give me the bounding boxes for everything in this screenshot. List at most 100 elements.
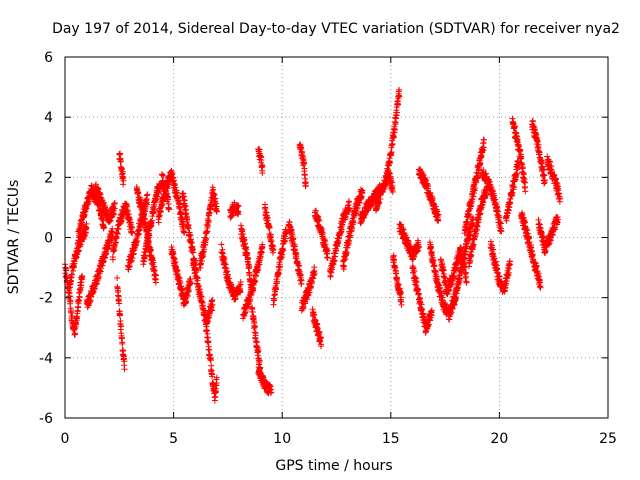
- data-point: [118, 165, 125, 172]
- data-points: [62, 86, 564, 404]
- data-point: [84, 201, 91, 208]
- sdtvar-track: [114, 275, 128, 373]
- data-point: [176, 278, 183, 285]
- data-point: [116, 300, 123, 307]
- data-point: [75, 247, 82, 254]
- chart-title: Day 197 of 2014, Sidereal Day-to-day VTE…: [52, 21, 620, 37]
- data-point: [124, 207, 131, 214]
- data-point: [172, 184, 179, 191]
- data-point: [130, 247, 137, 254]
- data-point: [160, 172, 167, 179]
- data-point: [107, 217, 114, 224]
- data-point: [144, 239, 151, 246]
- data-point: [103, 250, 110, 257]
- data-point: [184, 216, 191, 223]
- y-tick-label: -2: [39, 291, 53, 307]
- data-point: [118, 322, 125, 329]
- data-point: [67, 298, 74, 305]
- data-point: [154, 193, 161, 200]
- data-point: [68, 271, 75, 278]
- data-point: [106, 218, 113, 225]
- data-point: [111, 200, 118, 207]
- data-point: [129, 255, 136, 262]
- data-point: [148, 217, 155, 224]
- sdtvar-track: [92, 181, 118, 226]
- x-axis-label: GPS time / hours: [275, 458, 392, 474]
- sdtvar-track: [109, 200, 136, 263]
- data-point: [75, 237, 82, 244]
- data-point: [75, 297, 82, 304]
- data-point: [113, 239, 120, 246]
- data-point: [165, 181, 172, 188]
- data-point: [118, 218, 125, 225]
- data-point: [97, 265, 104, 272]
- data-point: [119, 168, 126, 175]
- x-tick-label: 5: [169, 431, 178, 447]
- data-point: [76, 294, 83, 301]
- data-point: [114, 231, 121, 238]
- data-point: [81, 211, 88, 218]
- data-point: [110, 248, 117, 255]
- data-point: [73, 321, 80, 328]
- data-point: [151, 206, 158, 213]
- data-point: [185, 287, 192, 294]
- data-point: [145, 238, 152, 245]
- y-tick-label: -4: [39, 351, 53, 367]
- data-point: [114, 275, 121, 282]
- data-point: [109, 233, 116, 240]
- data-point: [129, 229, 136, 236]
- data-point: [187, 279, 194, 286]
- data-point: [183, 299, 190, 306]
- data-point: [153, 272, 160, 279]
- x-tick-label: 10: [273, 431, 291, 447]
- data-point: [185, 225, 192, 232]
- data-point: [120, 177, 127, 184]
- data-point: [108, 236, 115, 243]
- data-point: [121, 366, 128, 373]
- data-point: [144, 191, 151, 198]
- x-tick-label: 25: [599, 431, 617, 447]
- data-point: [126, 214, 133, 221]
- x-tick-label: 0: [61, 431, 70, 447]
- data-point: [95, 273, 102, 280]
- data-point: [102, 254, 109, 261]
- data-point: [72, 331, 79, 338]
- data-point: [79, 220, 86, 227]
- y-axis-label: SDTVAR / TECUs: [6, 180, 22, 295]
- data-point: [86, 196, 93, 203]
- data-point: [119, 339, 126, 346]
- data-point: [171, 181, 178, 188]
- data-point: [101, 199, 108, 206]
- sdtvar-track: [168, 244, 194, 309]
- y-tick-label: 2: [44, 170, 53, 186]
- data-point: [147, 247, 154, 254]
- data-point: [117, 311, 124, 318]
- sdtvar-track: [155, 167, 188, 236]
- data-point: [117, 317, 124, 324]
- data-point: [156, 213, 163, 220]
- data-point: [68, 309, 75, 316]
- data-point: [140, 206, 147, 213]
- x-tick-label: 15: [382, 431, 400, 447]
- data-point: [82, 232, 89, 239]
- data-point: [155, 219, 162, 226]
- data-point: [124, 203, 131, 210]
- data-point: [117, 157, 124, 164]
- data-point: [100, 224, 107, 231]
- data-point: [109, 256, 116, 263]
- sdtvar-track: [83, 225, 116, 311]
- sdtvar-track: [124, 191, 151, 273]
- data-point: [187, 232, 194, 239]
- data-point: [159, 171, 166, 178]
- data-point: [165, 196, 172, 203]
- data-point: [121, 358, 128, 365]
- sdtvar-track: [116, 150, 127, 188]
- data-point: [173, 189, 180, 196]
- y-tick-label: 4: [44, 110, 53, 126]
- data-point: [170, 174, 177, 181]
- data-point: [79, 273, 86, 280]
- data-point: [111, 205, 118, 212]
- data-point: [77, 228, 84, 235]
- y-tick-label: 0: [44, 231, 53, 247]
